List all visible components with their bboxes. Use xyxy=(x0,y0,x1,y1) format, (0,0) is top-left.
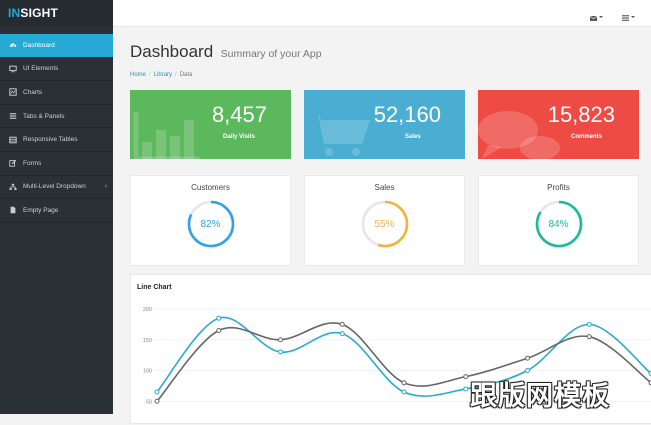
stat-value: 15,823 xyxy=(547,102,615,127)
stat-value: 8,457 xyxy=(211,102,267,127)
progress-ring xyxy=(361,200,409,248)
data-point[interactable] xyxy=(401,389,407,395)
stat-card-comments: 15,823 Comments xyxy=(478,90,639,159)
stat-label: Daily Visits xyxy=(223,134,255,140)
data-point[interactable] xyxy=(278,337,283,343)
y-tick-label: 50 xyxy=(146,399,152,405)
stat-value: 52,160 xyxy=(373,102,441,127)
sidebar-nav: Dashboard UI Elements Charts Tabs & Pane… xyxy=(0,34,113,223)
breadcrumb-separator: / xyxy=(149,72,151,78)
data-point[interactable] xyxy=(278,349,283,355)
progress-card-customers: Customers 82% xyxy=(130,175,291,266)
stat-label: Sales xyxy=(405,134,421,140)
file-icon xyxy=(8,206,17,215)
progress-value: 55% xyxy=(374,219,395,230)
sidebar-item-tabs-panels[interactable]: Tabs & Panels xyxy=(0,105,113,129)
data-point[interactable] xyxy=(339,331,345,337)
logo-prefix: IN xyxy=(8,6,21,20)
tasks-dropdown[interactable] xyxy=(622,8,635,26)
progress-value: 84% xyxy=(548,219,569,230)
page-header: Dashboard Summary of your App xyxy=(130,42,322,62)
page-subtitle: Summary of your App xyxy=(220,48,322,60)
progress-title: Customers xyxy=(191,183,230,192)
breadcrumb-separator: / xyxy=(175,72,177,78)
sidebar-item-empty-page[interactable]: Empty Page xyxy=(0,199,113,223)
data-point[interactable] xyxy=(216,328,222,334)
chevron-left-icon: ‹ xyxy=(104,182,107,190)
progress-card-sales: Sales 55% xyxy=(304,175,465,266)
sidebar-item-multi-level-dropdown[interactable]: Multi-Level Dropdown ‹ xyxy=(0,176,113,200)
sidebar-item-label: Empty Page xyxy=(23,206,59,214)
chart-icon xyxy=(8,88,17,97)
envelope-icon xyxy=(589,8,598,26)
data-point[interactable] xyxy=(401,380,407,386)
sidebar-item-label: Responsive Tables xyxy=(23,136,78,144)
progress-value: 82% xyxy=(200,219,221,230)
progress-title: Profits xyxy=(547,183,570,192)
sitemap-icon xyxy=(8,182,17,191)
progress-card-profits: Profits 84% xyxy=(478,175,639,266)
sidebar-item-label: Tabs & Panels xyxy=(23,112,65,120)
data-point[interactable] xyxy=(154,389,160,395)
dashboard-icon xyxy=(8,41,17,50)
sidebar-item-ui-elements[interactable]: UI Elements xyxy=(0,58,113,82)
page-title: Dashboard xyxy=(130,42,214,61)
data-point[interactable] xyxy=(463,386,469,392)
line-chart-title: Line Chart xyxy=(137,284,172,291)
sidebar-item-label: Forms xyxy=(23,159,42,167)
data-point[interactable] xyxy=(586,334,592,340)
y-tick-label: 100 xyxy=(143,369,152,375)
sidebar-item-forms[interactable]: Forms xyxy=(0,152,113,176)
breadcrumb-library[interactable]: Library xyxy=(153,72,173,78)
desktop-icon xyxy=(8,64,17,73)
data-point[interactable] xyxy=(525,355,530,361)
top-navbar xyxy=(113,0,651,27)
data-point[interactable] xyxy=(339,321,345,327)
watermark: 跟版网模板 xyxy=(470,381,610,412)
progress-ring xyxy=(535,200,583,248)
messages-dropdown[interactable] xyxy=(589,8,603,26)
list-icon xyxy=(8,112,17,121)
caret-down-icon xyxy=(631,16,635,18)
shopping-cart-icon xyxy=(304,114,370,156)
sidebar-item-label: Charts xyxy=(23,88,43,96)
data-point[interactable] xyxy=(216,315,222,321)
bar-chart-icon xyxy=(133,112,200,159)
sidebar-item-dashboard[interactable]: Dashboard xyxy=(0,34,113,58)
y-tick-label: 200 xyxy=(143,307,152,313)
line-chart: 200 150 100 50 xyxy=(143,307,651,405)
line-chart-card: Line Chart 200 150 100 50 xyxy=(130,274,651,424)
breadcrumb-home[interactable]: Home xyxy=(130,72,147,78)
caret-down-icon xyxy=(599,16,603,18)
progress-title: Sales xyxy=(374,183,395,192)
stat-card-daily-visits: 8,457 Daily Visits xyxy=(130,90,291,159)
sidebar-item-label: Multi-Level Dropdown xyxy=(23,183,86,191)
data-point[interactable] xyxy=(463,374,469,380)
app-logo[interactable]: IN SIGHT xyxy=(0,0,113,26)
comments-icon xyxy=(478,111,560,159)
sidebar-item-label: UI Elements xyxy=(23,65,59,73)
data-point[interactable] xyxy=(154,398,160,404)
progress-ring xyxy=(187,200,235,248)
sidebar-item-charts[interactable]: Charts xyxy=(0,81,113,105)
tasks-icon xyxy=(622,8,629,26)
table-icon xyxy=(8,135,17,144)
data-point[interactable] xyxy=(586,321,592,327)
sidebar-item-responsive-tables[interactable]: Responsive Tables xyxy=(0,128,113,152)
stat-card-sales: 52,160 Sales xyxy=(304,90,465,159)
data-point[interactable] xyxy=(525,368,530,373)
edit-icon xyxy=(8,159,17,168)
breadcrumb: Home / Library / Data xyxy=(130,72,192,78)
stat-label: Comments xyxy=(571,134,603,140)
y-tick-label: 150 xyxy=(143,338,152,344)
sidebar-item-label: Dashboard xyxy=(23,41,55,49)
logo-text: SIGHT xyxy=(20,6,59,20)
sidebar: IN SIGHT Dashboard UI Elements Charts Tab… xyxy=(0,0,113,414)
breadcrumb-current: Data xyxy=(179,72,193,78)
